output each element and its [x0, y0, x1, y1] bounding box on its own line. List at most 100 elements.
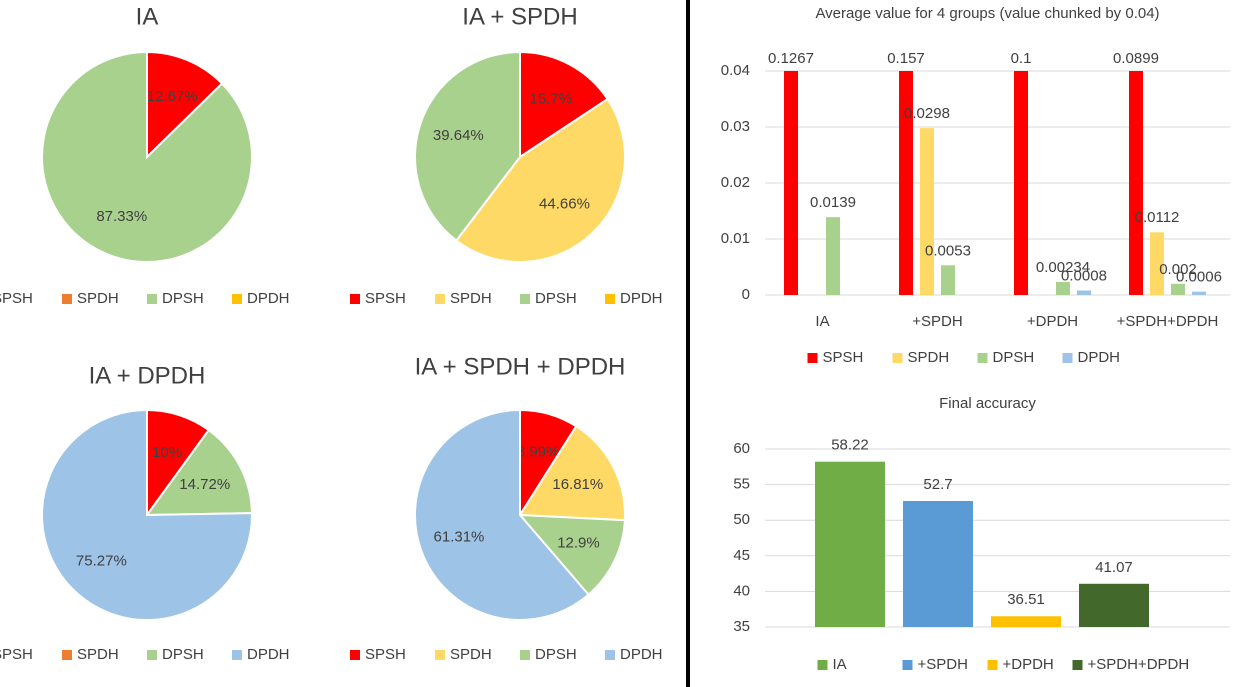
legend-label: DPSH [535, 646, 577, 663]
data-label: 12.67% [147, 88, 198, 105]
pie-slice [519, 50, 609, 159]
legend-swatch [147, 294, 157, 304]
data-label: 52.7 [923, 476, 952, 493]
data-label: 0.002 [1159, 261, 1197, 278]
y-tick-label: 55 [733, 476, 750, 493]
bar [826, 217, 840, 295]
bar [1079, 583, 1149, 627]
legend-label: DPDH [1078, 349, 1121, 366]
bar [941, 265, 955, 295]
legend-label: DPSH [162, 646, 204, 663]
bar [1056, 281, 1070, 295]
y-tick-label: 35 [733, 618, 750, 635]
chart-title: IA [136, 3, 159, 30]
data-label: 0.1267 [768, 50, 814, 67]
pie-slice [146, 50, 224, 160]
chart-title: Average value for 4 groups (value chunke… [815, 5, 1159, 22]
y-tick-label: 45 [733, 547, 750, 564]
data-label: 0.1 [1011, 50, 1032, 67]
data-label: 41.07 [1095, 559, 1133, 576]
data-label: 0.0053 [925, 242, 971, 259]
chart-title: IA + DPDH [89, 362, 206, 389]
legend-swatch [520, 294, 530, 304]
legend-swatch [807, 353, 818, 363]
pie-slice [41, 408, 253, 621]
data-label: 16.81% [552, 476, 603, 493]
pie-slice [518, 424, 626, 522]
bar [1171, 283, 1185, 295]
bar [1077, 290, 1091, 295]
legend-swatch [435, 294, 445, 304]
legend-swatch [902, 660, 913, 670]
legend-label: SPDH [77, 646, 119, 663]
data-label: 75.27% [76, 552, 127, 569]
legend-label: DPDH [247, 646, 290, 663]
x-tick-label: +SPDH [912, 313, 962, 330]
data-label: 0.0006 [1176, 269, 1222, 286]
data-label: 14.72% [179, 476, 230, 493]
legend-label: SPSH [0, 290, 33, 307]
data-label: 0.0008 [1061, 267, 1107, 284]
legend-swatch [817, 660, 828, 670]
legend-swatch [987, 660, 998, 670]
legend-label: DPSH [162, 290, 204, 307]
data-label: 0.0899 [1113, 50, 1159, 67]
legend-swatch [605, 650, 615, 660]
data-label: 61.31% [434, 529, 485, 546]
legend-swatch [977, 353, 988, 363]
legend-swatch [1072, 660, 1083, 670]
data-label: 8.99% [517, 443, 560, 460]
chart-title: IA + SPDH [462, 3, 577, 30]
data-label: 87.33% [96, 208, 147, 225]
data-label: 0.0112 [1135, 209, 1180, 226]
legend-label: SPDH [908, 349, 950, 366]
legend-label: SPSH [823, 349, 864, 366]
legend-label: IA [833, 656, 847, 673]
legend-label: +SPDH+DPDH [1088, 656, 1190, 673]
bar [1129, 71, 1143, 295]
bar [1150, 232, 1164, 295]
legend-label: +DPDH [1003, 656, 1054, 673]
bar [784, 71, 798, 296]
data-label: 44.66% [539, 196, 590, 213]
bar [903, 500, 973, 627]
x-tick-label: IA [815, 313, 829, 330]
y-tick-label: 0.01 [721, 230, 750, 247]
pie-slice [517, 513, 626, 597]
pie-slice [41, 50, 253, 263]
legend-swatch [147, 650, 157, 660]
legend-label: SPDH [77, 290, 119, 307]
chart-title: Final accuracy [939, 395, 1036, 412]
data-label: 0.157 [887, 50, 925, 67]
pie-slice [145, 428, 254, 517]
data-label: 39.64% [433, 127, 484, 144]
legend-label: DPSH [535, 290, 577, 307]
data-label: 0.0139 [810, 194, 856, 211]
pie-slice [454, 97, 626, 263]
y-tick-label: 0.04 [721, 62, 750, 79]
x-tick-label: +DPDH [1027, 313, 1078, 330]
y-tick-label: 0 [742, 286, 750, 303]
legend-swatch [62, 650, 72, 660]
legend-swatch [232, 650, 242, 660]
legend-swatch [62, 294, 72, 304]
y-tick-label: 50 [733, 511, 750, 528]
data-label: 36.51 [1007, 591, 1045, 608]
legend-swatch [232, 294, 242, 304]
bar [991, 616, 1061, 627]
legend-label: SPSH [0, 646, 33, 663]
legend-label: SPDH [450, 290, 492, 307]
bar [815, 461, 885, 627]
x-tick-label: +SPDH+DPDH [1117, 313, 1219, 330]
legend-label: +SPDH [918, 656, 968, 673]
legend-swatch [350, 650, 360, 660]
bar [920, 128, 934, 295]
pie-slice [414, 408, 590, 621]
legend-swatch [435, 650, 445, 660]
pie-slice [414, 50, 521, 242]
legend-label: DPSH [993, 349, 1035, 366]
legend-swatch [350, 294, 360, 304]
legend-label: DPDH [620, 290, 663, 307]
chart-title: IA + SPDH + DPDH [415, 353, 626, 380]
legend-swatch [520, 650, 530, 660]
